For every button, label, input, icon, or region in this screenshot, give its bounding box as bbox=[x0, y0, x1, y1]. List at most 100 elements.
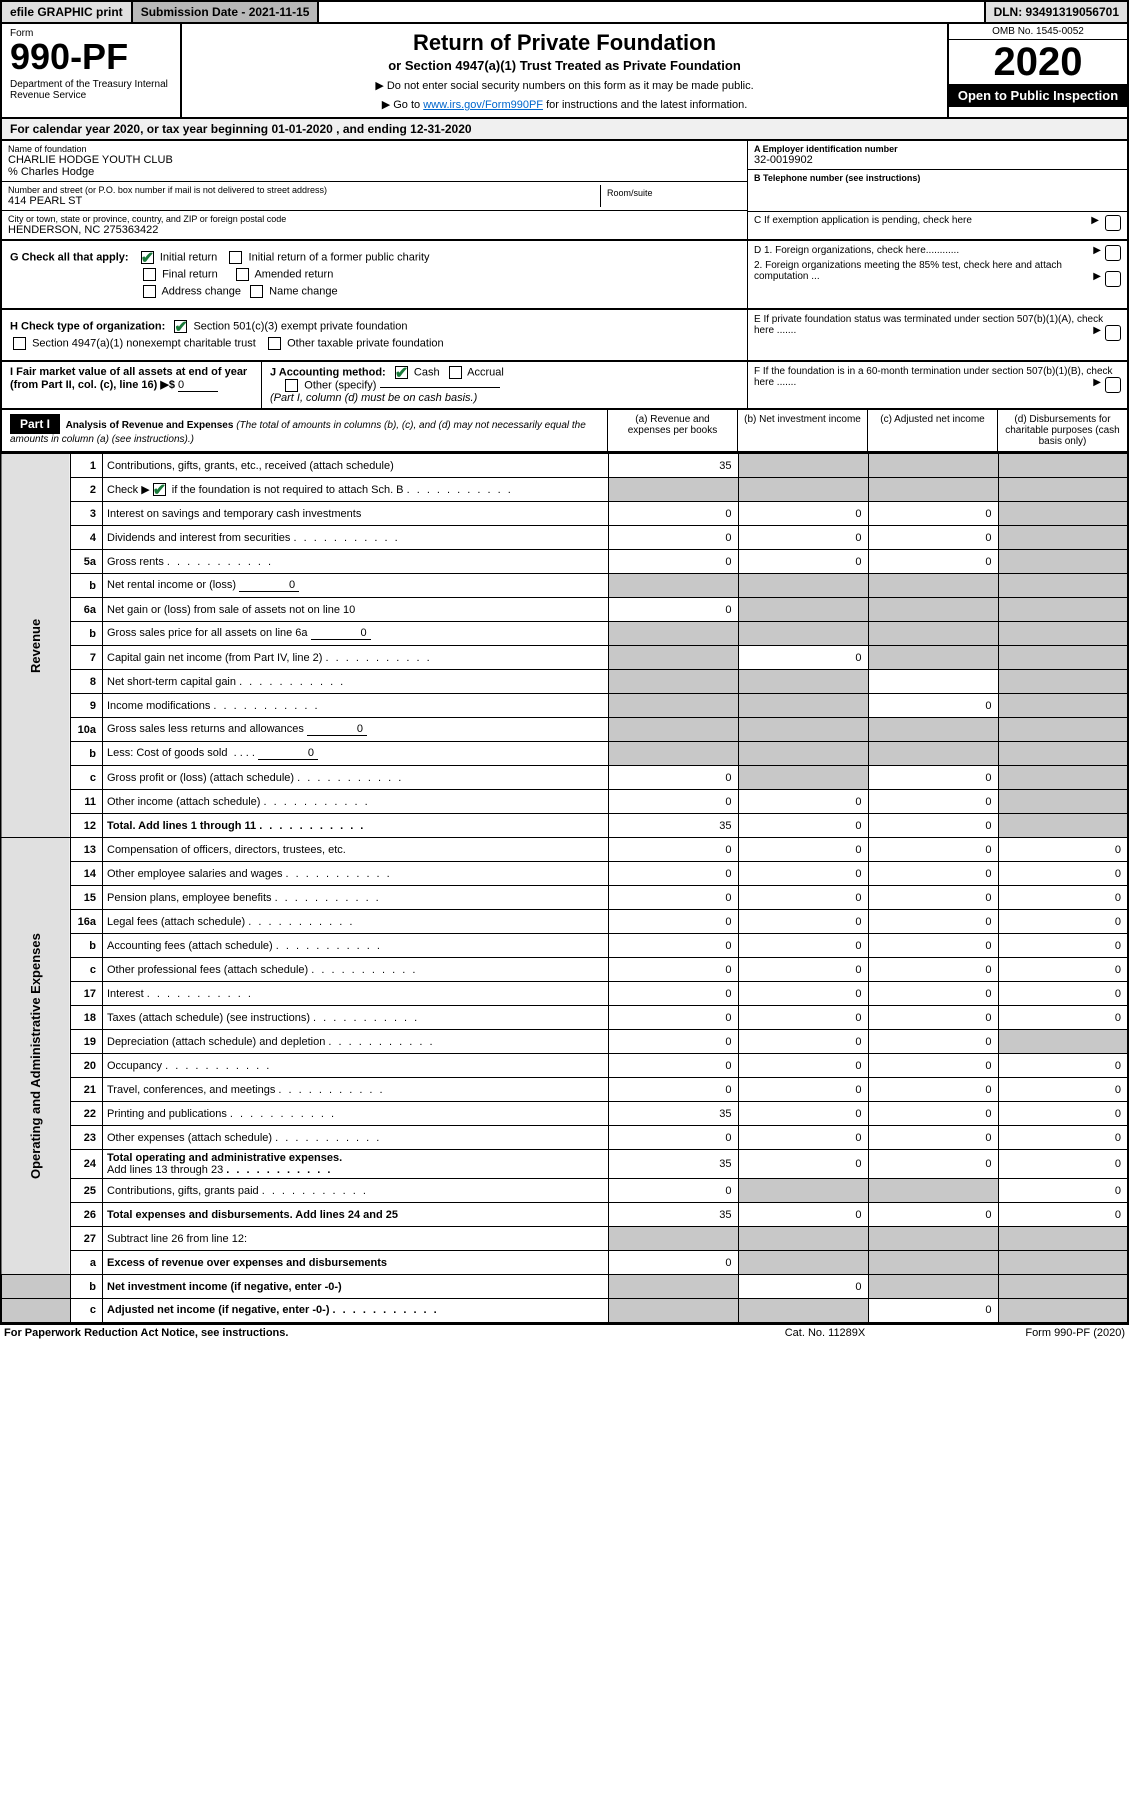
name-change-checkbox[interactable] bbox=[250, 285, 263, 298]
table-row: 11Other income (attach schedule) 000 bbox=[1, 790, 1128, 814]
table-row: cGross profit or (loss) (attach schedule… bbox=[1, 766, 1128, 790]
room-label: Room/suite bbox=[607, 188, 735, 198]
foundation-name-label: Name of foundation bbox=[8, 144, 741, 154]
header-note-2: ▶ Go to www.irs.gov/Form990PF for instru… bbox=[192, 98, 937, 111]
calendar-year-line: For calendar year 2020, or tax year begi… bbox=[0, 119, 1129, 141]
cat-number: Cat. No. 11289X bbox=[725, 1327, 925, 1339]
table-row: 9Income modifications 0 bbox=[1, 694, 1128, 718]
part1-table: Revenue 1Contributions, gifts, grants, e… bbox=[0, 453, 1129, 1324]
table-row: 26Total expenses and disbursements. Add … bbox=[1, 1203, 1128, 1227]
cash-checkbox[interactable] bbox=[395, 366, 408, 379]
table-row: 19Depreciation (attach schedule) and dep… bbox=[1, 1030, 1128, 1054]
accrual-checkbox[interactable] bbox=[449, 366, 462, 379]
fmv-value: 0 bbox=[178, 379, 218, 392]
address-label: Number and street (or P.O. box number if… bbox=[8, 185, 600, 195]
table-row: 20Occupancy 0000 bbox=[1, 1054, 1128, 1078]
arrow-icon: ▶ bbox=[1093, 245, 1101, 256]
table-row: 3Interest on savings and temporary cash … bbox=[1, 502, 1128, 526]
table-row: Operating and Administrative Expenses 13… bbox=[1, 838, 1128, 862]
section-i-j-f: I Fair market value of all assets at end… bbox=[0, 362, 1129, 410]
submission-date: Submission Date - 2021-11-15 bbox=[133, 2, 320, 22]
table-row: 2Check ▶ if the foundation is not requir… bbox=[1, 478, 1128, 502]
form-title: Return of Private Foundation bbox=[192, 30, 937, 56]
table-row: 27Subtract line 26 from line 12: bbox=[1, 1227, 1128, 1251]
j-label: J Accounting method: bbox=[270, 366, 386, 378]
paperwork-notice: For Paperwork Reduction Act Notice, see … bbox=[4, 1327, 725, 1339]
tax-year: 2020 bbox=[949, 40, 1127, 84]
table-row: 23Other expenses (attach schedule) 0000 bbox=[1, 1126, 1128, 1150]
form-subtitle: or Section 4947(a)(1) Trust Treated as P… bbox=[192, 58, 937, 73]
table-row: cAdjusted net income (if negative, enter… bbox=[1, 1299, 1128, 1323]
table-row: bNet investment income (if negative, ent… bbox=[1, 1275, 1128, 1299]
arrow-icon: ▶ bbox=[1093, 271, 1101, 282]
address-change-checkbox[interactable] bbox=[143, 285, 156, 298]
table-row: 17Interest 0000 bbox=[1, 982, 1128, 1006]
department: Department of the Treasury Internal Reve… bbox=[10, 79, 172, 101]
amended-return-checkbox[interactable] bbox=[236, 268, 249, 281]
table-row: 25Contributions, gifts, grants paid 00 bbox=[1, 1179, 1128, 1203]
arrow-icon: ▶ bbox=[1091, 215, 1099, 226]
col-c-header: (c) Adjusted net income bbox=[867, 410, 997, 451]
table-row: 6aNet gain or (loss) from sale of assets… bbox=[1, 598, 1128, 622]
501c3-checkbox[interactable] bbox=[174, 320, 187, 333]
d2-checkbox[interactable] bbox=[1105, 271, 1121, 287]
col-b-header: (b) Net investment income bbox=[737, 410, 867, 451]
d1-checkbox[interactable] bbox=[1105, 245, 1121, 261]
j-note: (Part I, column (d) must be on cash basi… bbox=[270, 392, 477, 404]
exemption-pending-label: C If exemption application is pending, c… bbox=[754, 215, 972, 226]
part1-header-row: Part I Analysis of Revenue and Expenses … bbox=[0, 410, 1129, 453]
e-checkbox[interactable] bbox=[1105, 325, 1121, 341]
foundation-name: CHARLIE HODGE YOUTH CLUB bbox=[8, 154, 741, 166]
form-number: 990-PF bbox=[10, 39, 172, 75]
dln: DLN: 93491319056701 bbox=[984, 2, 1127, 22]
part1-title: Analysis of Revenue and Expenses bbox=[66, 420, 234, 431]
exemption-pending-checkbox[interactable] bbox=[1105, 215, 1121, 231]
arrow-icon: ▶ bbox=[1093, 325, 1101, 336]
table-row: bGross sales price for all assets on lin… bbox=[1, 622, 1128, 646]
e-label: E If private foundation status was termi… bbox=[754, 314, 1103, 336]
expenses-side-label: Operating and Administrative Expenses bbox=[1, 838, 71, 1275]
table-row: 24Total operating and administrative exp… bbox=[1, 1150, 1128, 1179]
table-row: 8Net short-term capital gain bbox=[1, 670, 1128, 694]
open-to-public: Open to Public Inspection bbox=[949, 84, 1127, 107]
arrow-icon: ▶ bbox=[1093, 377, 1101, 388]
table-row: aExcess of revenue over expenses and dis… bbox=[1, 1251, 1128, 1275]
table-row: cOther professional fees (attach schedul… bbox=[1, 958, 1128, 982]
revenue-side-label: Revenue bbox=[1, 454, 71, 838]
irs-link[interactable]: www.irs.gov/Form990PF bbox=[423, 99, 543, 111]
f-checkbox[interactable] bbox=[1105, 377, 1121, 393]
table-row: bLess: Cost of goods sold . . . . 0 bbox=[1, 742, 1128, 766]
table-row: 12Total. Add lines 1 through 11 3500 bbox=[1, 814, 1128, 838]
sch-b-checkbox[interactable] bbox=[153, 483, 166, 496]
initial-return-checkbox[interactable] bbox=[141, 251, 154, 264]
initial-former-checkbox[interactable] bbox=[229, 251, 242, 264]
care-of: % Charles Hodge bbox=[8, 166, 741, 178]
4947-trust-checkbox[interactable] bbox=[13, 337, 26, 350]
table-row: Revenue 1Contributions, gifts, grants, e… bbox=[1, 454, 1128, 478]
col-a-header: (a) Revenue and expenses per books bbox=[607, 410, 737, 451]
table-row: bAccounting fees (attach schedule) 0000 bbox=[1, 934, 1128, 958]
d2-label: 2. Foreign organizations meeting the 85%… bbox=[754, 260, 1062, 282]
efile-print[interactable]: efile GRAPHIC print bbox=[2, 2, 133, 22]
other-method-checkbox[interactable] bbox=[285, 379, 298, 392]
header-note-1: ▶ Do not enter social security numbers o… bbox=[192, 79, 937, 92]
form-id: Form 990-PF (2020) bbox=[925, 1327, 1125, 1339]
top-bar: efile GRAPHIC print Submission Date - 20… bbox=[0, 0, 1129, 24]
table-row: 5aGross rents 000 bbox=[1, 550, 1128, 574]
final-return-checkbox[interactable] bbox=[143, 268, 156, 281]
table-row: 10aGross sales less returns and allowanc… bbox=[1, 718, 1128, 742]
ein-label: A Employer identification number bbox=[754, 144, 1121, 154]
h-label: H Check type of organization: bbox=[10, 320, 165, 332]
page-footer: For Paperwork Reduction Act Notice, see … bbox=[0, 1324, 1129, 1341]
ein: 32-0019902 bbox=[754, 154, 1121, 166]
g-label: G Check all that apply: bbox=[10, 251, 129, 263]
table-row: 15Pension plans, employee benefits 0000 bbox=[1, 886, 1128, 910]
other-taxable-checkbox[interactable] bbox=[268, 337, 281, 350]
f-label: F If the foundation is in a 60-month ter… bbox=[754, 366, 1113, 388]
d1-label: D 1. Foreign organizations, check here..… bbox=[754, 245, 959, 256]
city-label: City or town, state or province, country… bbox=[8, 214, 741, 224]
section-h-e: H Check type of organization: Section 50… bbox=[0, 310, 1129, 362]
city-state-zip: HENDERSON, NC 275363422 bbox=[8, 224, 741, 236]
table-row: 14Other employee salaries and wages 0000 bbox=[1, 862, 1128, 886]
table-row: 22Printing and publications 35000 bbox=[1, 1102, 1128, 1126]
